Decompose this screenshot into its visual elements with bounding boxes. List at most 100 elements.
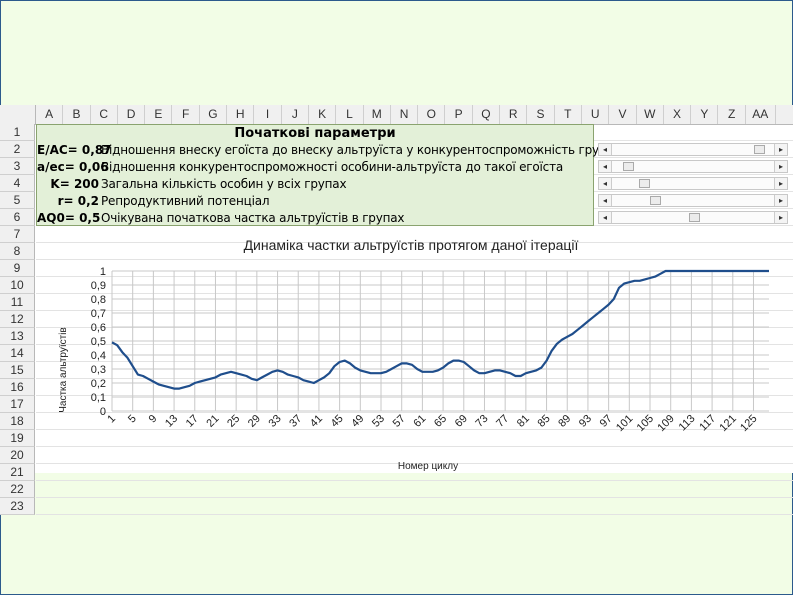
row-header-10[interactable]: 10	[0, 277, 35, 294]
x-tick-label: 25	[225, 413, 242, 430]
column-header-c[interactable]: C	[91, 105, 118, 124]
x-axis-label: Номер циклу	[398, 461, 458, 472]
column-header-n[interactable]: N	[391, 105, 419, 124]
column-header-d[interactable]: D	[118, 105, 146, 124]
row-header-21[interactable]: 21	[0, 464, 35, 481]
param-row-q0: AQ0= 0,5 Очікувана початкова частка альт…	[37, 210, 593, 227]
param-label: AQ0= 0,5	[37, 211, 101, 225]
column-header-w[interactable]: W	[637, 105, 664, 124]
y-tick-label: 0,8	[91, 294, 106, 306]
row-header-14[interactable]: 14	[0, 345, 35, 362]
row-gridline	[36, 480, 793, 481]
x-tick-label: 17	[184, 413, 201, 430]
param-slider-2[interactable]: ◂ ▸	[598, 160, 788, 173]
slider-thumb[interactable]	[638, 179, 650, 188]
row-header-8[interactable]: 8	[0, 243, 35, 260]
y-axis-label: Частка альтруїстів	[58, 327, 69, 413]
row-header-18[interactable]: 18	[0, 413, 35, 430]
param-label: r= 0,2	[57, 194, 99, 208]
column-header-y[interactable]: Y	[691, 105, 719, 124]
row-header-12[interactable]: 12	[0, 311, 35, 328]
param-slider-1[interactable]: ◂ ▸	[598, 143, 788, 156]
slider-right-arrow-icon[interactable]: ▸	[774, 161, 787, 172]
select-all-corner[interactable]	[0, 105, 36, 124]
row-header-20[interactable]: 20	[0, 447, 35, 464]
column-header-l[interactable]: L	[336, 105, 364, 124]
slider-right-arrow-icon[interactable]: ▸	[774, 212, 787, 223]
y-tick-label: 0	[100, 406, 106, 418]
param-label: E/AC= 0,87	[37, 143, 112, 157]
column-header-f[interactable]: F	[173, 105, 200, 124]
column-header-m[interactable]: M	[364, 105, 391, 124]
column-header-i[interactable]: I	[254, 105, 282, 124]
column-header-aa[interactable]: AA	[746, 105, 776, 124]
column-header-a[interactable]: A	[36, 105, 64, 124]
y-tick-label: 0,3	[91, 364, 106, 376]
column-header-u[interactable]: U	[582, 105, 610, 124]
column-header-b[interactable]: B	[63, 105, 91, 124]
row-header-11[interactable]: 11	[0, 294, 35, 311]
row-header-4[interactable]: 4	[0, 175, 35, 192]
x-tick-label: 5	[126, 413, 139, 426]
slider-thumb[interactable]	[688, 213, 700, 222]
x-tick-label: 53	[370, 413, 387, 430]
slider-thumb[interactable]	[623, 162, 635, 171]
column-header-q[interactable]: Q	[473, 105, 501, 124]
column-header-h[interactable]: H	[227, 105, 255, 124]
row-header-5[interactable]: 5	[0, 192, 35, 209]
column-header-z[interactable]: Z	[719, 105, 746, 124]
x-tick-label: 109	[655, 413, 676, 434]
slider-right-arrow-icon[interactable]: ▸	[774, 178, 787, 189]
column-header-o[interactable]: O	[418, 105, 446, 124]
param-row-r: r= 0,2 Репродуктивний потенціал	[37, 193, 593, 210]
x-tick-label: 49	[349, 413, 366, 430]
column-header-k[interactable]: K	[309, 105, 337, 124]
x-tick-label: 69	[453, 413, 470, 430]
x-tick-label: 61	[411, 413, 428, 430]
column-header-bar: A B C D E F G H I J K L M N O P Q R S T U V W X Y Z AA	[0, 105, 793, 125]
slider-right-arrow-icon[interactable]: ▸	[774, 195, 787, 206]
row-gridline	[36, 378, 793, 379]
param-slider-5[interactable]: ◂ ▸	[598, 211, 788, 224]
column-header-t[interactable]: T	[555, 105, 582, 124]
slider-left-arrow-icon[interactable]: ◂	[599, 161, 612, 172]
x-gridlines	[111, 271, 754, 411]
row-header-13[interactable]: 13	[0, 328, 35, 345]
row-header-17[interactable]: 17	[0, 396, 35, 413]
x-tick-label: 41	[308, 413, 325, 430]
row-header-9[interactable]: 9	[0, 260, 35, 277]
param-row-k: K= 200 Загальна кількість особин у всіх …	[37, 176, 593, 193]
row-gridline	[36, 310, 793, 311]
row-header-23[interactable]: 23	[0, 498, 35, 515]
slider-thumb[interactable]	[649, 196, 661, 205]
row-header-7[interactable]: 7	[0, 226, 35, 243]
param-slider-3[interactable]: ◂ ▸	[598, 177, 788, 190]
row-header-2[interactable]: 2	[0, 141, 35, 158]
column-header-j[interactable]: J	[282, 105, 309, 124]
slider-right-arrow-icon[interactable]: ▸	[774, 144, 787, 155]
x-tick-label: 45	[329, 413, 346, 430]
column-header-g[interactable]: G	[200, 105, 228, 124]
slider-left-arrow-icon[interactable]: ◂	[599, 195, 612, 206]
row-header-16[interactable]: 16	[0, 379, 35, 396]
row-header-19[interactable]: 19	[0, 430, 35, 447]
column-header-p[interactable]: P	[446, 105, 473, 124]
x-tick-label: 21	[204, 413, 221, 430]
row-header-6[interactable]: 6	[0, 209, 35, 226]
param-slider-4[interactable]: ◂ ▸	[598, 194, 788, 207]
row-header-15[interactable]: 15	[0, 362, 35, 379]
column-header-e[interactable]: E	[145, 105, 173, 124]
row-header-3[interactable]: 3	[0, 158, 35, 175]
slider-left-arrow-icon[interactable]: ◂	[599, 144, 612, 155]
x-tick-label: 101	[614, 413, 635, 434]
column-header-s[interactable]: S	[527, 105, 555, 124]
altruist-share-chart: Динаміка частки альтруїстів протягом дан…	[58, 237, 769, 472]
row-header-1[interactable]: 1	[0, 124, 35, 141]
row-header-22[interactable]: 22	[0, 481, 35, 498]
slider-left-arrow-icon[interactable]: ◂	[599, 212, 612, 223]
column-header-x[interactable]: X	[664, 105, 692, 124]
slider-left-arrow-icon[interactable]: ◂	[599, 178, 612, 189]
column-header-v[interactable]: V	[609, 105, 637, 124]
slider-thumb[interactable]	[753, 145, 765, 154]
column-header-r[interactable]: R	[500, 105, 528, 124]
